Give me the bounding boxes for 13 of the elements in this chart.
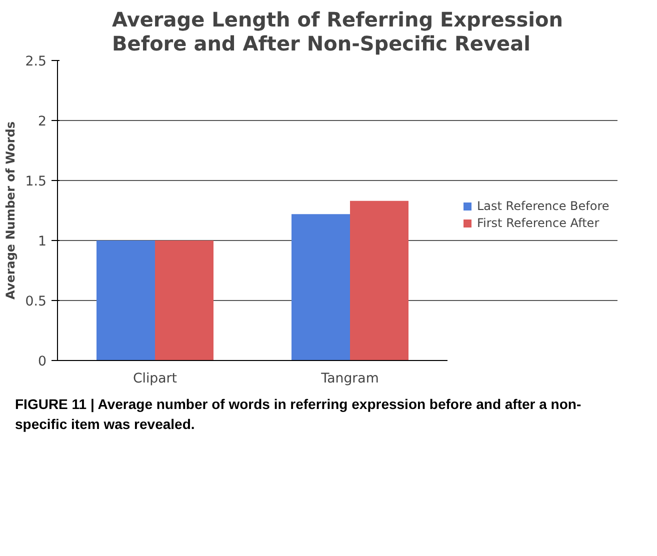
legend-label: Last Reference Before	[477, 199, 610, 213]
y-tick-label: 1.5	[25, 174, 47, 190]
chart-title: Average Length of Referring Expression Before and After Non-Specific Reveal	[112, 8, 563, 56]
caption: FIGURE 11 | Average number of words in referring expression before and after a non-specific item was revealed.	[15, 395, 582, 434]
y-tick-label: 0.5	[25, 294, 47, 310]
x-tick-label: Clipart	[132, 372, 178, 386]
y-tick-label: 2.5	[25, 54, 47, 70]
legend-label: First Reference After	[477, 216, 600, 230]
y-tick-label: 0	[38, 354, 47, 370]
y-axis-title: Average Number of Words	[3, 121, 18, 300]
y-tick-label: 2	[38, 114, 47, 130]
y-tick-label: 1	[38, 234, 47, 250]
x-tick-label: Tangram	[320, 372, 379, 386]
